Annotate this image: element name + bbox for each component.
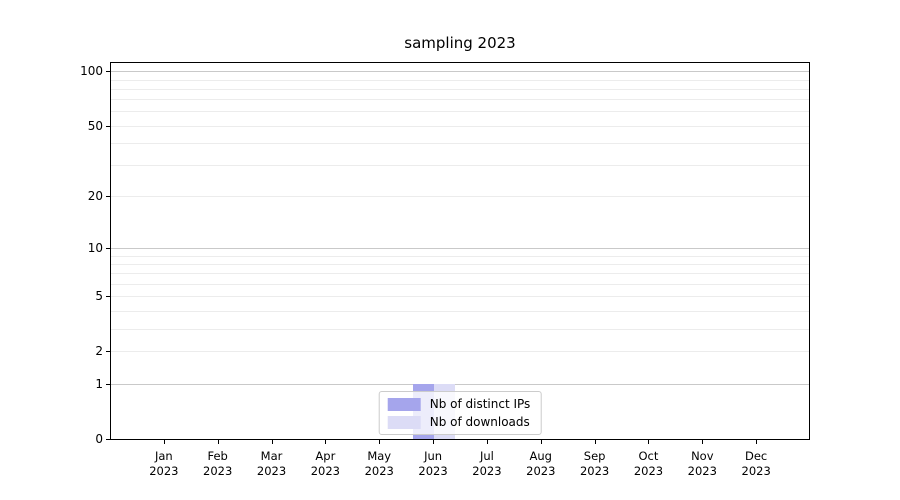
y-tick-mark (106, 383, 110, 385)
gridline-minor (111, 88, 809, 90)
chart-title: sampling 2023 (404, 34, 516, 52)
gridline-minor (111, 99, 809, 101)
legend-label-downloads: Nb of downloads (429, 415, 530, 429)
y-tick-mark (106, 296, 110, 298)
x-tick-label: Dec 2023 (741, 449, 771, 478)
gridline-minor (111, 165, 809, 167)
x-tick-mark (379, 440, 381, 444)
y-tick-label: 5 (95, 289, 103, 304)
y-tick-mark (106, 247, 110, 249)
x-tick-mark (217, 440, 219, 444)
x-tick-mark (540, 440, 542, 444)
gridline-minor (111, 310, 809, 312)
legend: Nb of distinct IPs Nb of downloads (378, 391, 542, 435)
x-tick-label: Oct 2023 (633, 449, 664, 478)
gridline-minor (111, 143, 809, 145)
y-tick-label: 0 (95, 432, 103, 446)
x-tick-label: Sep 2023 (579, 449, 610, 478)
legend-entry-downloads: Nb of downloads (387, 415, 531, 429)
gridline-major (111, 247, 809, 249)
gridline-minor (111, 351, 809, 353)
downloads-swatch (387, 415, 421, 429)
x-tick-label: Apr 2023 (310, 449, 341, 478)
y-tick-label: 100 (80, 64, 103, 79)
gridline-minor (111, 328, 809, 330)
gridline-minor (111, 273, 809, 275)
x-tick-mark (433, 440, 435, 444)
x-tick-label: Jan 2023 (149, 449, 179, 478)
y-tick-label: 2 (95, 344, 103, 359)
y-tick-label: 20 (87, 189, 103, 204)
x-tick-mark (271, 440, 273, 444)
x-tick-label: Mar 2023 (256, 449, 287, 478)
x-tick-mark (594, 440, 596, 444)
gridline-minor (111, 255, 809, 257)
y-tick-mark (106, 439, 110, 440)
x-tick-mark (648, 440, 650, 444)
gridline-major (111, 71, 809, 73)
plot-area (110, 62, 810, 440)
gridline-major (111, 383, 809, 385)
x-tick-label: Jun 2023 (418, 449, 448, 478)
y-tick-label: 50 (87, 118, 103, 133)
x-tick-label: Feb 2023 (203, 449, 233, 478)
gridline-minor (111, 125, 809, 127)
x-tick-mark (702, 440, 704, 444)
x-tick-mark (756, 440, 758, 444)
legend-entry-distinct-ips: Nb of distinct IPs (387, 397, 531, 411)
gridline-minor (111, 79, 809, 81)
x-tick-mark (325, 440, 327, 444)
x-tick-label: Nov 2023 (687, 449, 717, 478)
gridline-minor (111, 283, 809, 285)
legend-label-distinct-ips: Nb of distinct IPs (429, 397, 531, 411)
x-tick-label: Jul 2023 (472, 449, 502, 478)
gridline-minor (111, 111, 809, 113)
gridline-minor (111, 296, 809, 298)
y-tick-mark (106, 125, 110, 127)
x-tick-label: May 2023 (364, 449, 394, 478)
x-tick-label: Aug 2023 (526, 449, 556, 478)
distinct-ips-swatch (387, 397, 421, 411)
y-tick-mark (106, 71, 110, 73)
x-tick-mark (486, 440, 488, 444)
gridline-minor (111, 263, 809, 265)
y-tick-label: 10 (87, 240, 103, 255)
y-tick-label: 1 (95, 376, 103, 391)
gridline-minor (111, 196, 809, 198)
y-tick-mark (106, 196, 110, 198)
y-tick-mark (106, 351, 110, 353)
x-tick-mark (163, 440, 165, 444)
